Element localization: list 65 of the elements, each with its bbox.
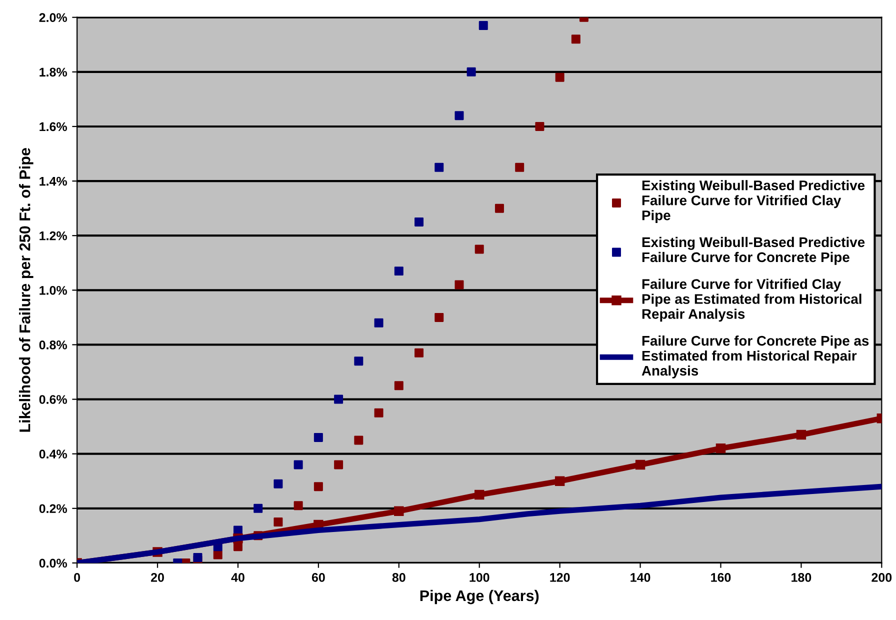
y-tick-label: 1.0% xyxy=(40,286,68,295)
point xyxy=(294,501,303,510)
y-tick-label: 1.2% xyxy=(40,231,68,240)
legend-label: Existing Weibull-Based Predictive Failure Curve for Concrete Pipe xyxy=(642,236,865,265)
y-tick-label: 1.6% xyxy=(40,122,68,132)
point xyxy=(515,162,524,172)
legend-label: Failure Curve for Concrete Pipe as Estimated from Historical Repair Analysis xyxy=(642,336,869,378)
point xyxy=(474,490,484,500)
x-tick-label: 60 xyxy=(312,573,325,582)
legend-label: Existing Weibull-Based Predictive Failure Curve for Vitrified Clay Pipe xyxy=(642,180,865,224)
point xyxy=(635,460,646,470)
point xyxy=(554,476,565,486)
x-axis-title: Pipe Age (Years) xyxy=(420,590,539,604)
point xyxy=(374,318,384,328)
x-tick-label: 100 xyxy=(470,573,490,582)
x-tick-label: 0 xyxy=(74,573,80,582)
y-tick-label: 0.8% xyxy=(39,340,68,350)
x-tick-label: 140 xyxy=(630,573,650,582)
point xyxy=(274,518,283,527)
point xyxy=(414,348,424,358)
y-axis-title: Likelihood of Failure per 250 Ft. of Pipe xyxy=(19,148,34,432)
point xyxy=(213,550,222,560)
x-tick-label: 160 xyxy=(711,573,731,582)
x-tick-label: 200 xyxy=(872,573,892,582)
point xyxy=(254,504,263,513)
point xyxy=(394,266,404,276)
point xyxy=(294,460,303,470)
y-tick-label: 2.0% xyxy=(39,13,68,22)
point xyxy=(394,381,404,390)
point xyxy=(274,479,283,488)
x-tick-label: 20 xyxy=(151,573,164,582)
point xyxy=(414,217,424,226)
y-tick-label: 0.2% xyxy=(39,504,68,514)
point xyxy=(454,111,464,120)
point xyxy=(716,444,726,454)
point xyxy=(474,244,484,254)
point xyxy=(434,312,444,322)
point xyxy=(796,430,806,440)
point xyxy=(434,162,444,172)
point xyxy=(354,356,364,366)
point xyxy=(334,460,344,470)
point xyxy=(334,394,344,404)
point xyxy=(571,34,580,44)
point xyxy=(454,280,464,290)
point xyxy=(354,436,364,445)
point xyxy=(394,506,404,516)
y-tick-label: 0.6% xyxy=(39,395,68,404)
y-tick-label: 1.8% xyxy=(40,68,68,77)
x-tick-label: 80 xyxy=(392,573,406,582)
point xyxy=(193,553,202,562)
point xyxy=(478,21,488,30)
x-tick-label: 40 xyxy=(231,573,244,582)
x-tick-label: 120 xyxy=(550,573,570,582)
legend-label: Failure Curve for Vitrified Clay Pipe as Estimated from Historical Repair Analysis xyxy=(642,278,862,322)
point xyxy=(466,67,476,76)
point xyxy=(555,72,564,82)
y-tick-label: 1.4% xyxy=(40,176,68,186)
y-tick-label: 0.4% xyxy=(39,450,68,458)
y-tick-label: 0.0% xyxy=(39,558,68,568)
point xyxy=(494,204,504,213)
x-tick-label: 180 xyxy=(792,573,812,582)
point xyxy=(314,482,323,492)
point xyxy=(535,122,544,131)
point xyxy=(374,408,384,418)
point xyxy=(314,432,323,442)
